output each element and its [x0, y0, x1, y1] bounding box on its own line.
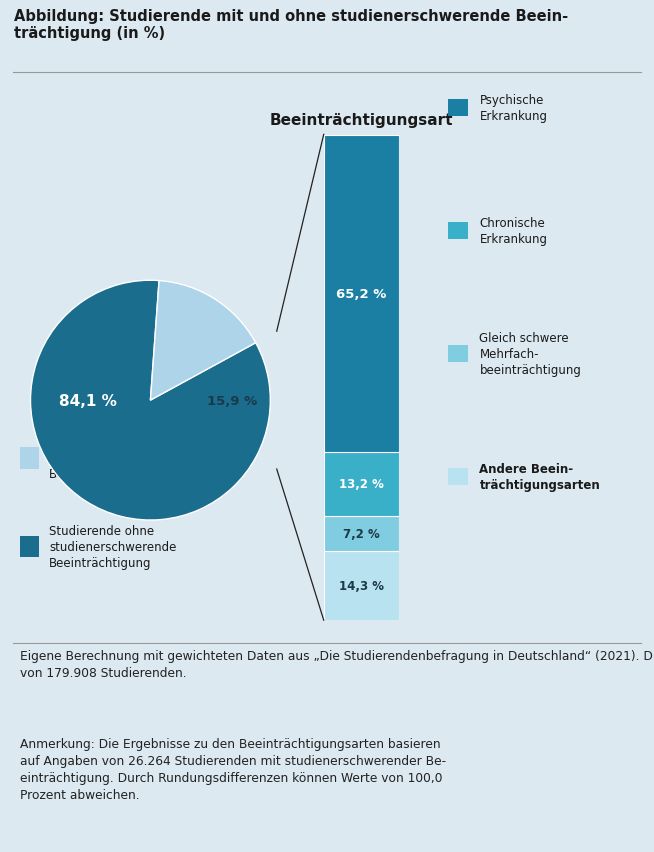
Wedge shape — [150, 281, 256, 400]
Text: 65,2 %: 65,2 % — [336, 287, 387, 301]
Text: 84,1 %: 84,1 % — [59, 393, 117, 408]
Text: 13,2 %: 13,2 % — [339, 478, 384, 491]
Text: Andere Beein-
trächtigungsarten: Andere Beein- trächtigungsarten — [479, 462, 600, 491]
Text: 14,3 %: 14,3 % — [339, 579, 384, 592]
Text: Abbildung: Studierende mit und ohne studienerschwerende Beein-
trächtigung (in %: Abbildung: Studierende mit und ohne stud… — [14, 9, 568, 41]
Text: Psychische
Erkrankung: Psychische Erkrankung — [479, 94, 547, 123]
Text: Anmerkung: Die Ergebnisse zu den Beeinträchtigungsarten basieren
auf Angaben von: Anmerkung: Die Ergebnisse zu den Beeintr… — [20, 737, 446, 801]
Bar — [448, 100, 468, 117]
Bar — [20, 447, 39, 469]
Bar — [448, 468, 468, 485]
Text: Studierende mit
studienerschwerender
Beeinträchtigung: Studierende mit studienerschwerender Bee… — [49, 436, 181, 481]
Text: Beeinträchtigungsart: Beeinträchtigungsart — [269, 112, 453, 127]
Bar — [324, 452, 399, 516]
Wedge shape — [31, 281, 270, 521]
Bar — [20, 536, 39, 558]
Bar — [324, 135, 399, 452]
Text: Eigene Berechnung mit gewichteten Daten aus „Die Studierendenbefragung in Deutsc: Eigene Berechnung mit gewichteten Daten … — [20, 649, 654, 680]
Text: 7,2 %: 7,2 % — [343, 527, 380, 540]
Text: Chronische
Erkrankung: Chronische Erkrankung — [479, 216, 547, 245]
Bar — [448, 222, 468, 239]
Text: Gleich schwere
Mehrfach-
beeinträchtigung: Gleich schwere Mehrfach- beeinträchtigun… — [479, 331, 581, 377]
Text: 15,9 %: 15,9 % — [207, 394, 257, 407]
Text: Studierende ohne
studienerschwerende
Beeinträchtigung: Studierende ohne studienerschwerende Bee… — [49, 524, 177, 569]
Bar — [448, 345, 468, 362]
Bar — [324, 551, 399, 620]
Bar — [324, 516, 399, 551]
